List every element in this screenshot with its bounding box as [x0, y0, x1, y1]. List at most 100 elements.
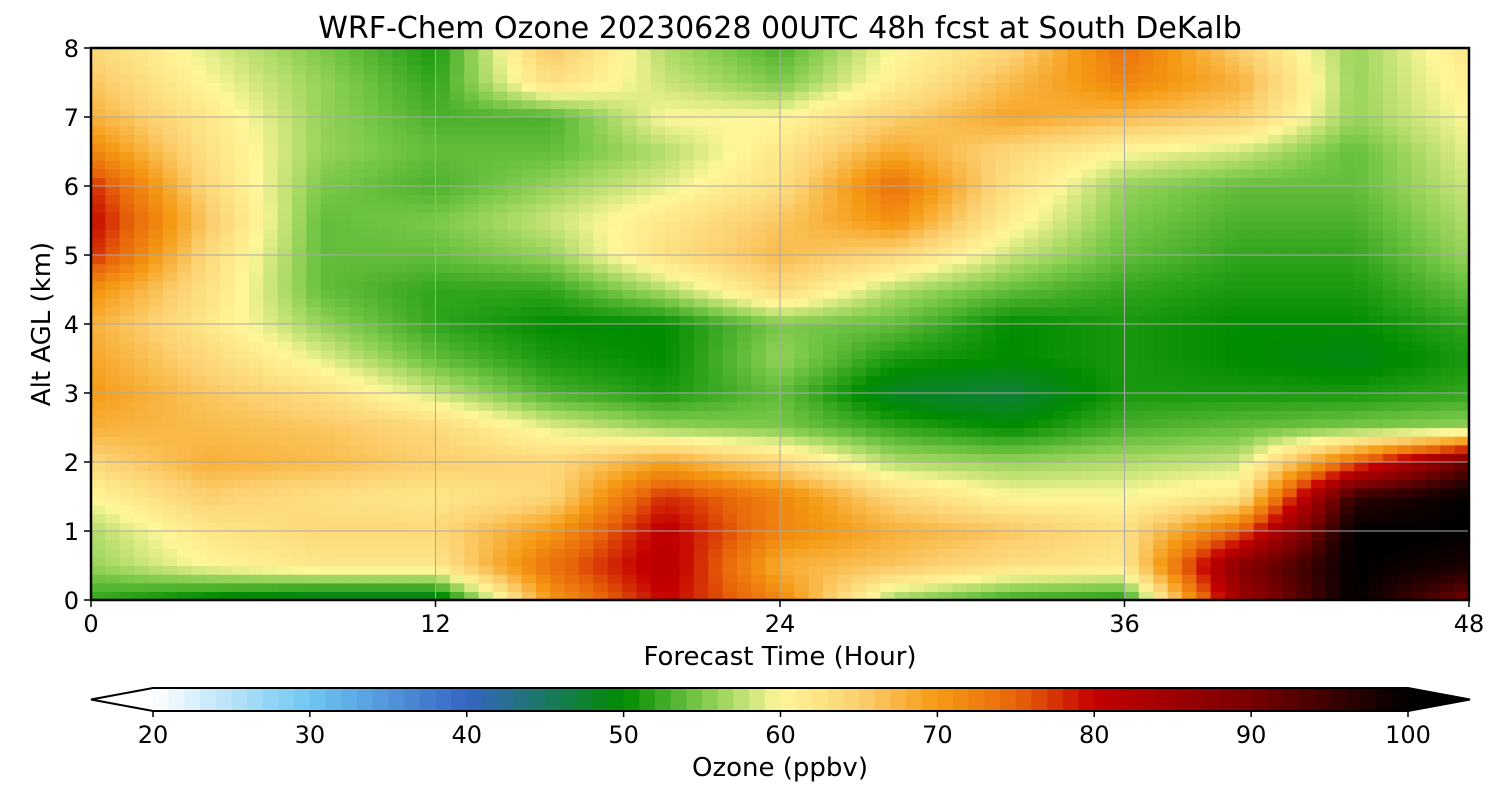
heatmap-cell	[134, 220, 150, 230]
heatmap-cell	[1454, 470, 1469, 480]
heatmap-cell	[291, 513, 307, 523]
heatmap-cell	[464, 186, 480, 196]
heatmap-cell	[464, 453, 480, 463]
heatmap-cell	[91, 462, 106, 472]
heatmap-cell	[478, 505, 494, 515]
heatmap-cell	[1339, 349, 1355, 360]
heatmap-cell	[277, 462, 293, 472]
heatmap-cell	[880, 556, 896, 567]
heatmap-cell	[579, 315, 594, 325]
heatmap-cell	[234, 565, 250, 575]
heatmap-cell	[1095, 556, 1111, 567]
heatmap-cell	[119, 436, 135, 446]
heatmap-cell	[1397, 565, 1413, 575]
heatmap-cell	[91, 349, 106, 360]
heatmap-cell	[607, 255, 623, 265]
heatmap-cell	[177, 280, 193, 291]
heatmap-cell	[263, 427, 279, 437]
heatmap-cell	[1325, 151, 1341, 161]
heatmap-cell	[1397, 479, 1413, 489]
heatmap-cell	[220, 444, 236, 454]
heatmap-cell	[421, 194, 437, 204]
heatmap-cell	[306, 280, 322, 291]
heatmap-cell	[593, 229, 609, 239]
heatmap-cell	[449, 324, 465, 334]
heatmap-cell	[162, 393, 178, 403]
heatmap-cell	[837, 358, 853, 368]
heatmap-cell	[679, 393, 695, 403]
heatmap-cell	[1368, 246, 1384, 256]
heatmap-cell	[823, 462, 839, 472]
heatmap-cell	[1052, 237, 1068, 247]
heatmap-cell	[205, 479, 221, 489]
heatmap-cell	[205, 367, 221, 377]
heatmap-cell	[550, 211, 566, 222]
heatmap-cell	[521, 332, 537, 342]
heatmap-cell	[780, 565, 795, 575]
heatmap-cell	[248, 401, 264, 411]
heatmap-cell	[320, 194, 336, 204]
heatmap-cell	[823, 315, 839, 325]
heatmap-cell	[521, 462, 537, 472]
heatmap-cell	[1325, 315, 1341, 325]
heatmap-cell	[851, 574, 867, 584]
heatmap-cell	[1009, 427, 1025, 437]
heatmap-cell	[177, 582, 193, 592]
heatmap-cell	[1038, 160, 1054, 170]
heatmap-cell	[665, 591, 681, 600]
heatmap-cell	[1325, 237, 1341, 247]
heatmap-cell	[937, 565, 953, 575]
heatmap-cell	[1454, 341, 1469, 351]
heatmap-cell	[980, 591, 996, 600]
heatmap-cell	[564, 444, 580, 454]
heatmap-cell	[679, 375, 695, 385]
heatmap-cell	[894, 186, 910, 196]
heatmap-cell	[622, 375, 638, 385]
heatmap-cell	[134, 410, 150, 420]
heatmap-cell	[220, 539, 236, 549]
heatmap-cell	[1382, 401, 1398, 411]
heatmap-cell	[1397, 332, 1413, 342]
heatmap-cell	[980, 246, 996, 256]
heatmap-cell	[593, 539, 609, 549]
heatmap-cell	[1052, 556, 1068, 567]
heatmap-cell	[1454, 255, 1469, 265]
heatmap-cell	[1081, 401, 1097, 411]
heatmap-cell	[722, 384, 738, 394]
heatmap-cell	[564, 574, 580, 584]
heatmap-cell	[1253, 470, 1269, 480]
heatmap-cell	[1196, 177, 1212, 187]
heatmap-cell	[823, 427, 839, 437]
heatmap-cell	[248, 531, 264, 541]
heatmap-cell	[966, 263, 982, 273]
heatmap-cell	[263, 487, 279, 498]
heatmap-cell	[507, 401, 523, 411]
heatmap-cell	[1095, 194, 1111, 204]
heatmap-cell	[1024, 582, 1039, 592]
heatmap-cell	[1153, 280, 1169, 291]
heatmap-cell	[1052, 306, 1068, 316]
heatmap-cell	[1210, 186, 1226, 196]
heatmap-cell	[866, 418, 882, 429]
heatmap-cell	[1138, 298, 1154, 308]
heatmap-cell	[794, 418, 810, 429]
heatmap-cell	[751, 410, 767, 420]
heatmap-cell	[1425, 462, 1441, 472]
heatmap-cell	[134, 177, 150, 187]
heatmap-cell	[980, 531, 996, 541]
heatmap-cell	[335, 332, 350, 342]
heatmap-cell	[665, 358, 681, 368]
heatmap-cell	[894, 505, 910, 515]
heatmap-cell	[205, 574, 221, 584]
heatmap-cell	[349, 375, 365, 385]
heatmap-cell	[306, 160, 322, 170]
heatmap-cell	[1052, 401, 1068, 411]
heatmap-cell	[1368, 436, 1384, 446]
heatmap-cell	[478, 487, 494, 498]
heatmap-cell	[1009, 539, 1025, 549]
heatmap-cell	[134, 505, 150, 515]
heatmap-cell	[1138, 522, 1154, 532]
heatmap-cell	[277, 513, 293, 523]
heatmap-cell	[1268, 324, 1283, 334]
heatmap-cell	[119, 315, 135, 325]
